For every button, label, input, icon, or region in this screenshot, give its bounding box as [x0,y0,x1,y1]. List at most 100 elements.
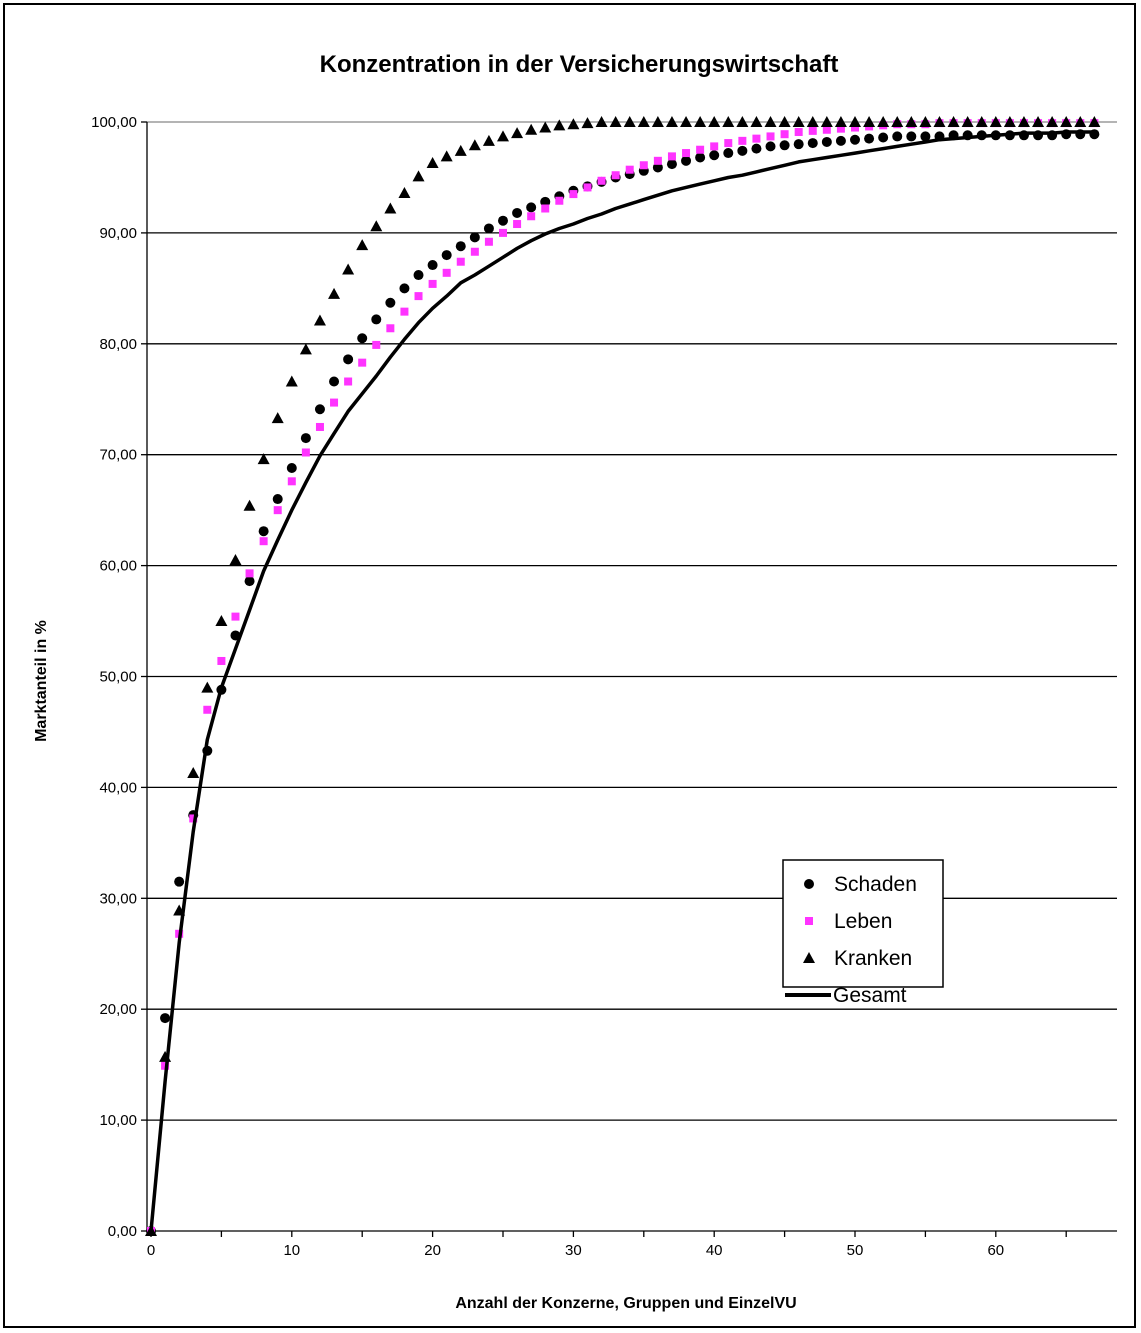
point-leben [400,307,409,316]
point-kranken [623,116,636,127]
point-kranken [919,116,932,127]
point-leben [273,506,282,515]
point-schaden [779,140,790,151]
point-leben [386,324,395,333]
point-schaden [920,131,931,142]
axes: 0,00 10,00 20,00 30,00 40,00 50,00 60,00 70,00 8… [91,114,1117,1259]
point-leben [287,477,296,486]
point-kranken [806,116,819,127]
point-leben [625,165,634,174]
legend-marker-kranken [803,952,815,963]
point-schaden [399,283,410,294]
point-schaden [723,148,734,159]
point-leben [442,268,451,277]
point-kranken [863,116,876,127]
point-leben [428,279,437,288]
point-kranken [680,116,693,127]
point-schaden [892,131,903,142]
point-kranken [609,116,622,127]
x-tick-label: 60 [987,1242,1004,1259]
point-leben [766,132,775,141]
point-kranken [1088,116,1101,127]
point-leben [682,149,691,158]
point-leben [315,422,324,431]
point-schaden [300,433,311,444]
point-kranken [989,116,1002,127]
point-leben [527,212,536,221]
point-leben [189,814,198,823]
point-schaden [329,376,340,387]
point-leben [203,705,212,714]
point-schaden [160,1013,171,1024]
point-leben [330,398,339,407]
point-leben [344,377,353,386]
point-leben [569,190,578,199]
y-tick-label: 90,00 [99,225,137,242]
point-schaden [821,136,832,147]
point-leben [301,448,310,457]
point-leben [780,130,789,139]
point-kranken [637,116,650,127]
point-leben [808,126,817,135]
point-schaden [666,159,677,170]
point-kranken [665,116,678,127]
x-axis-title: Anzahl der Konzerne, Gruppen und EinzelV… [455,1295,796,1312]
y-tick-label: 60,00 [99,558,137,575]
point-kranken [567,118,580,130]
point-kranken [694,116,707,127]
point-kranken [553,119,566,131]
point-schaden [244,576,255,587]
point-schaden [737,145,748,156]
point-leben [597,176,606,185]
legend-label-kranken: Kranken [834,947,912,970]
point-schaden [864,133,875,144]
point-kranken [1046,116,1059,127]
point-schaden [793,139,804,150]
point-kranken [454,144,467,156]
point-kranken [356,239,369,251]
point-kranken [595,116,608,127]
point-schaden [807,138,818,149]
point-schaden [498,215,508,226]
point-kranken [750,116,763,127]
legend-label-gesamt: Gesamt [833,984,907,1007]
point-schaden [751,143,762,154]
point-leben [541,204,550,213]
point-leben [231,612,240,621]
point-schaden [512,207,523,218]
point-leben [499,228,507,237]
point-schaden [314,404,325,415]
point-kranken [905,116,918,127]
point-leben [513,220,522,229]
point-schaden [385,297,396,308]
point-schaden [455,241,466,252]
point-kranken [1074,116,1087,127]
point-schaden [850,134,860,145]
point-kranken [891,116,904,127]
point-schaden [272,494,283,505]
point-kranken [947,116,960,127]
point-kranken [975,116,988,127]
point-leben [245,569,254,578]
point-kranken [243,499,256,511]
x-tick-label: 0 [147,1242,155,1259]
point-leben [724,139,733,148]
point-schaden [469,232,480,243]
point-leben [217,656,226,665]
point-leben [667,152,676,161]
point-leben [372,340,381,349]
point-kranken [398,186,411,198]
point-kranken [539,121,552,133]
point-kranken [834,116,847,127]
x-tick-label: 40 [706,1242,723,1259]
point-kranken [1060,116,1073,127]
point-kranken [933,116,946,127]
point-leben [696,145,705,154]
series-kranken [145,116,1101,1236]
point-leben [611,171,620,180]
point-leben [639,161,648,170]
y-tick-label: 20,00 [99,1001,137,1018]
point-kranken [497,130,509,142]
point-schaden [357,333,368,344]
point-kranken [1017,116,1030,127]
